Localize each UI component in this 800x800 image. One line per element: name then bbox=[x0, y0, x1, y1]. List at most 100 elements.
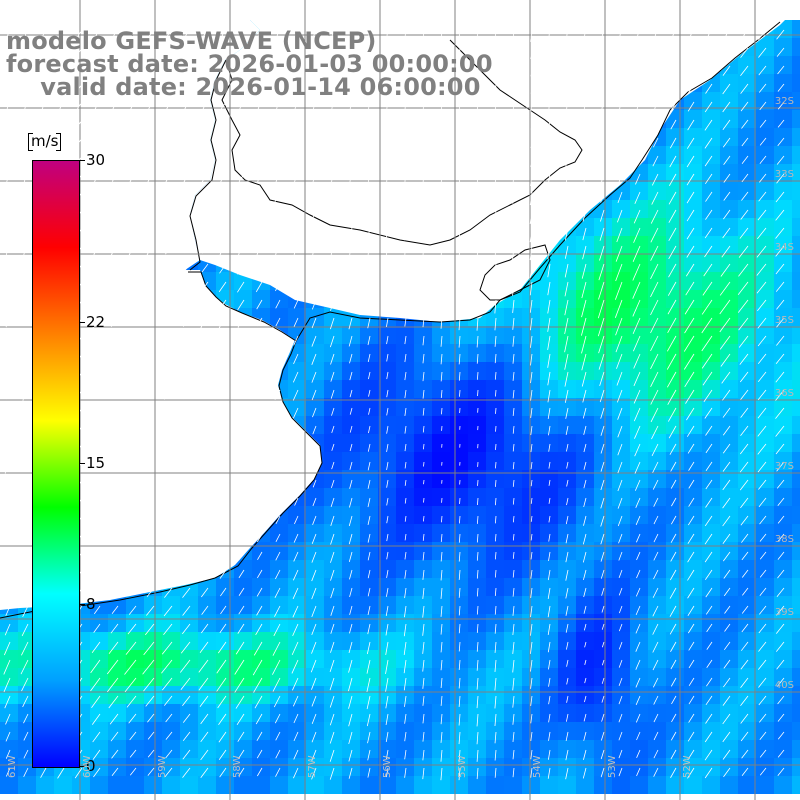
wind-arrow bbox=[110, 101, 119, 112]
wind-arrow bbox=[237, 533, 245, 544]
wind-arrow bbox=[422, 425, 425, 433]
wind-cell bbox=[450, 362, 468, 380]
wind-arrow bbox=[459, 389, 461, 397]
wind-arrow bbox=[164, 353, 173, 364]
wind-cell bbox=[234, 740, 252, 758]
wind-cell bbox=[666, 704, 684, 722]
wind-arrow bbox=[494, 299, 497, 314]
wind-cell bbox=[540, 362, 558, 380]
wind-arrow bbox=[349, 623, 353, 634]
wind-arrow bbox=[4, 29, 11, 42]
wind-cell bbox=[414, 434, 432, 452]
wind-arrow bbox=[687, 767, 695, 779]
wind-cell bbox=[90, 686, 108, 704]
wind-arrow bbox=[512, 605, 515, 616]
wind-arrow bbox=[440, 209, 443, 221]
wind-arrow bbox=[5, 749, 11, 759]
wind-arrow bbox=[669, 605, 677, 617]
wind-cell bbox=[378, 362, 396, 380]
wind-arrow bbox=[200, 731, 209, 743]
wind-cell bbox=[720, 614, 738, 632]
wind-cell bbox=[738, 704, 756, 722]
wind-cell bbox=[540, 686, 558, 704]
wind-arrow bbox=[367, 209, 371, 221]
wind-arrow bbox=[41, 83, 47, 93]
wind-cell bbox=[702, 290, 720, 308]
wind-cell bbox=[702, 146, 720, 164]
wind-cell bbox=[396, 668, 414, 686]
wind-arrow bbox=[404, 65, 407, 77]
wind-arrow bbox=[494, 335, 497, 347]
wind-cell bbox=[720, 542, 738, 560]
wind-cell bbox=[684, 146, 702, 164]
wind-cell bbox=[630, 758, 648, 776]
wind-arrow bbox=[512, 533, 515, 541]
wind-arrow bbox=[758, 191, 767, 202]
wind-arrow bbox=[93, 353, 101, 364]
wind-cell bbox=[306, 506, 324, 524]
wind-arrow bbox=[685, 281, 695, 296]
wind-arrow bbox=[512, 227, 515, 242]
wind-arrow bbox=[238, 137, 245, 147]
wind-cell bbox=[486, 326, 504, 344]
wind-arrow bbox=[274, 245, 281, 257]
wind-arrow bbox=[237, 317, 245, 328]
wind-cell bbox=[360, 776, 378, 794]
wind-arrow bbox=[582, 551, 587, 563]
wind-cell bbox=[648, 308, 666, 326]
wind-cell bbox=[270, 758, 288, 776]
wind-arrow bbox=[349, 191, 353, 202]
wind-arrow bbox=[147, 515, 155, 524]
wind-cell bbox=[396, 488, 414, 506]
wind-cell bbox=[792, 470, 800, 488]
wind-arrow bbox=[4, 461, 11, 474]
wind-arrow bbox=[164, 155, 173, 166]
wind-arrow bbox=[385, 641, 389, 656]
wind-arrow bbox=[22, 47, 29, 59]
wind-cell bbox=[774, 452, 792, 470]
wind-cell bbox=[126, 686, 144, 704]
wind-cell bbox=[756, 164, 774, 182]
wind-arrow bbox=[255, 425, 263, 437]
wind-arrow bbox=[201, 479, 209, 489]
wind-cell bbox=[342, 344, 360, 362]
wind-cell bbox=[594, 578, 612, 596]
wind-cell bbox=[468, 776, 486, 794]
wind-arrow bbox=[5, 119, 11, 129]
wind-arrow bbox=[512, 263, 515, 279]
wind-cell bbox=[126, 758, 144, 776]
wind-arrow bbox=[757, 659, 767, 670]
wind-cell bbox=[162, 758, 180, 776]
wind-cell bbox=[576, 308, 594, 326]
wind-cell bbox=[0, 704, 18, 722]
wind-cell bbox=[396, 758, 414, 776]
wind-cell bbox=[630, 506, 648, 524]
wind-arrow bbox=[512, 155, 515, 166]
wind-arrow bbox=[219, 461, 227, 471]
wind-cell bbox=[666, 434, 684, 452]
wind-arrow bbox=[598, 335, 605, 354]
wind-arrow bbox=[367, 443, 371, 452]
wind-cell bbox=[234, 578, 252, 596]
wind-arrow bbox=[5, 605, 11, 617]
wind-arrow bbox=[23, 83, 29, 93]
wind-arrow bbox=[422, 515, 425, 522]
wind-arrow bbox=[92, 83, 101, 95]
wind-cell bbox=[792, 758, 800, 776]
wind-cell bbox=[396, 380, 414, 398]
wind-arrow bbox=[777, 83, 785, 92]
wind-cell bbox=[504, 596, 522, 614]
wind-arrow bbox=[385, 623, 389, 636]
wind-arrow bbox=[547, 353, 551, 368]
wind-arrow bbox=[128, 497, 137, 508]
wind-cell bbox=[684, 470, 702, 488]
wind-arrow bbox=[22, 695, 29, 708]
wind-arrow bbox=[200, 155, 209, 166]
wind-cell bbox=[414, 362, 432, 380]
wind-arrow bbox=[275, 299, 281, 309]
wind-arrow bbox=[386, 389, 389, 398]
wind-cell bbox=[558, 380, 576, 398]
wind-cell bbox=[270, 308, 288, 326]
wind-arrow bbox=[311, 353, 317, 365]
wind-arrow bbox=[385, 713, 389, 725]
